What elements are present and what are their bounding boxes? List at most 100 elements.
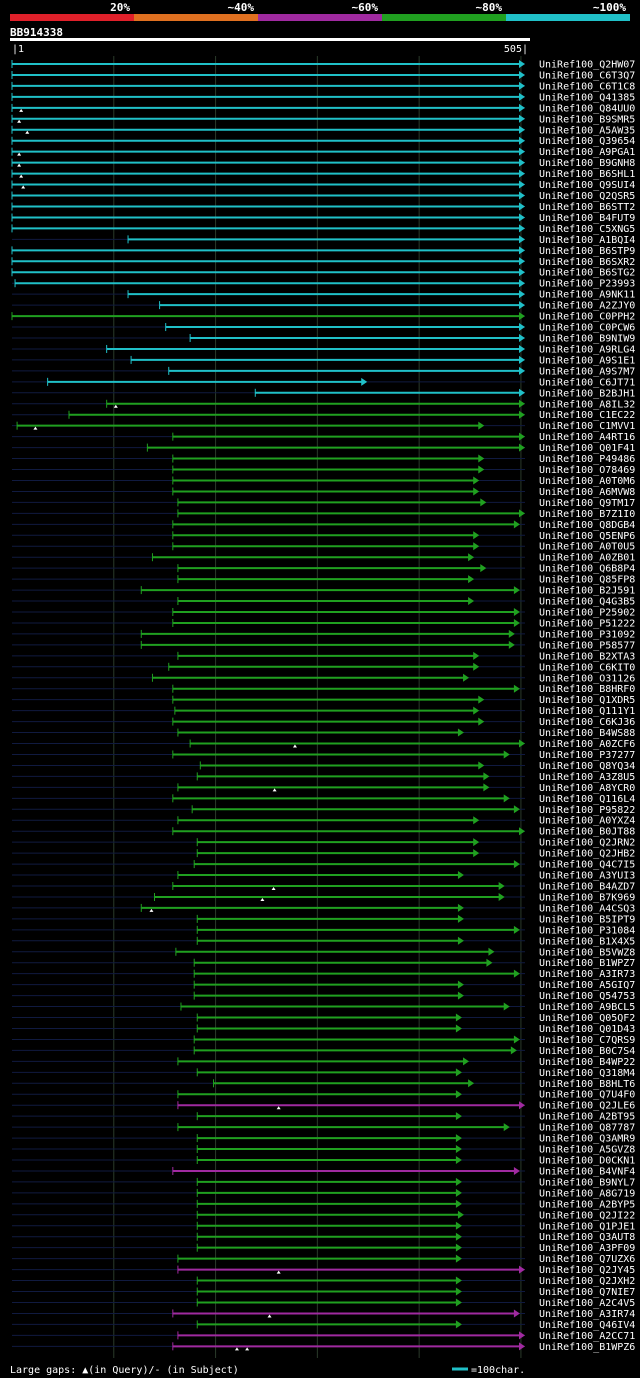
- hit-row[interactable]: UniRef100_P31084: [12, 925, 635, 936]
- hit-row[interactable]: UniRef100_A4RT16: [12, 432, 635, 443]
- hit-label[interactable]: UniRef100_B9NYL7: [539, 1177, 635, 1188]
- hit-label[interactable]: UniRef100_Q8DGB4: [539, 520, 635, 531]
- hit-row[interactable]: UniRef100_P37277: [12, 750, 635, 761]
- hit-row[interactable]: UniRef100_A9PGA1: [11, 147, 635, 158]
- hit-label[interactable]: UniRef100_B9SMR5: [539, 114, 635, 125]
- hit-label[interactable]: UniRef100_Q46IV4: [539, 1320, 635, 1331]
- hit-label[interactable]: UniRef100_P49486: [539, 454, 635, 465]
- hit-row[interactable]: UniRef100_A0T0M6: [12, 476, 635, 487]
- hit-label[interactable]: UniRef100_P37277: [539, 750, 635, 761]
- hit-label[interactable]: UniRef100_A3Z8U5: [539, 772, 635, 783]
- hit-row[interactable]: UniRef100_A3Z8U5: [12, 772, 635, 783]
- hit-row[interactable]: UniRef100_A3PF09: [12, 1243, 635, 1254]
- hit-label[interactable]: UniRef100_A2CC71: [539, 1331, 635, 1342]
- hit-row[interactable]: UniRef100_B8HRF0: [12, 684, 635, 695]
- hit-label[interactable]: UniRef100_A4RT16: [539, 432, 635, 443]
- hit-label[interactable]: UniRef100_P31092: [539, 629, 635, 640]
- hit-row[interactable]: UniRef100_Q05QF2: [12, 1013, 635, 1024]
- hit-row[interactable]: UniRef100_Q2HW07: [11, 60, 635, 71]
- hit-label[interactable]: UniRef100_A3PF09: [539, 1243, 635, 1254]
- hit-label[interactable]: UniRef100_D0CKN1: [539, 1156, 635, 1167]
- hit-label[interactable]: UniRef100_A2C4V5: [539, 1298, 635, 1309]
- hit-row[interactable]: UniRef100_Q7U4F0: [12, 1090, 635, 1101]
- hit-label[interactable]: UniRef100_A4CSQ3: [539, 903, 635, 914]
- hit-row[interactable]: UniRef100_Q01D43: [12, 1024, 635, 1035]
- hit-row[interactable]: UniRef100_A5GVZ8: [12, 1145, 635, 1156]
- hit-label[interactable]: UniRef100_Q4G3B5: [539, 597, 635, 608]
- hit-row[interactable]: UniRef100_B6SXR2: [11, 257, 635, 268]
- hit-label[interactable]: UniRef100_B6SXR2: [539, 257, 635, 268]
- hit-label[interactable]: UniRef100_A5GIQ7: [539, 980, 635, 991]
- hit-row[interactable]: UniRef100_A2BT95: [12, 1112, 635, 1123]
- hit-label[interactable]: UniRef100_B0C7S4: [539, 1046, 635, 1057]
- hit-row[interactable]: UniRef100_Q2JHB2: [12, 849, 635, 860]
- hit-label[interactable]: UniRef100_A0T0M6: [539, 476, 635, 487]
- hit-row[interactable]: UniRef100_O31126: [12, 673, 635, 684]
- hit-label[interactable]: UniRef100_A0ZB01: [539, 553, 635, 564]
- hit-row[interactable]: UniRef100_B6SHL1: [11, 169, 635, 180]
- hit-label[interactable]: UniRef100_A2BT95: [539, 1112, 635, 1123]
- hit-label[interactable]: UniRef100_P23993: [539, 279, 635, 290]
- hit-row[interactable]: UniRef100_Q39654: [11, 136, 635, 147]
- hit-row[interactable]: UniRef100_C6KIT0: [12, 662, 635, 673]
- hit-row[interactable]: UniRef100_Q2JXH2: [12, 1276, 635, 1287]
- hit-label[interactable]: UniRef100_A0YXZ4: [539, 816, 635, 827]
- hit-label[interactable]: UniRef100_B8HRF0: [539, 684, 635, 695]
- hit-label[interactable]: UniRef100_A0ZCF6: [539, 739, 635, 750]
- hit-row[interactable]: UniRef100_C5XNG5: [11, 224, 635, 235]
- hit-row[interactable]: UniRef100_Q54753: [12, 991, 635, 1002]
- hit-label[interactable]: UniRef100_C0PPH2: [539, 312, 635, 323]
- hit-row[interactable]: UniRef100_B2J591: [12, 586, 635, 597]
- hit-label[interactable]: UniRef100_Q4C7I5: [539, 860, 635, 871]
- hit-row[interactable]: UniRef100_B4VNF4: [12, 1166, 635, 1177]
- hit-row[interactable]: UniRef100_B4AZD7: [12, 882, 635, 893]
- hit-label[interactable]: UniRef100_B4WP22: [539, 1057, 635, 1068]
- hit-label[interactable]: UniRef100_C6T1C8: [539, 81, 635, 92]
- hit-label[interactable]: UniRef100_A9BCL5: [539, 1002, 635, 1013]
- hit-row[interactable]: UniRef100_A8IL32: [12, 399, 635, 410]
- hit-row[interactable]: UniRef100_A5AW35: [11, 125, 635, 136]
- hit-label[interactable]: UniRef100_C6KJ36: [539, 717, 635, 728]
- hit-row[interactable]: UniRef100_Q2JI22: [12, 1210, 635, 1221]
- hit-row[interactable]: UniRef100_B4WS88: [12, 728, 635, 739]
- hit-row[interactable]: UniRef100_Q9TM17: [12, 498, 635, 509]
- hit-label[interactable]: UniRef100_Q05QF2: [539, 1013, 635, 1024]
- hit-label[interactable]: UniRef100_B5IPT9: [539, 914, 635, 925]
- hit-row[interactable]: UniRef100_Q3AUT8: [12, 1232, 635, 1243]
- hit-label[interactable]: UniRef100_Q9SUI4: [539, 180, 635, 191]
- hit-row[interactable]: UniRef100_B2BJH1: [12, 388, 635, 399]
- hit-row[interactable]: UniRef100_C6JT71: [12, 377, 635, 388]
- hit-label[interactable]: UniRef100_P58577: [539, 640, 635, 651]
- hit-label[interactable]: UniRef100_B2XTA3: [539, 651, 635, 662]
- hit-label[interactable]: UniRef100_Q2QSR5: [539, 191, 635, 202]
- hit-label[interactable]: UniRef100_B7Z1I0: [539, 509, 635, 520]
- hit-label[interactable]: UniRef100_B4AZD7: [539, 882, 635, 893]
- hit-row[interactable]: UniRef100_B8HLT6: [12, 1079, 635, 1090]
- hit-label[interactable]: UniRef100_A9PGA1: [539, 147, 635, 158]
- hit-label[interactable]: UniRef100_O78469: [539, 465, 635, 476]
- hit-label[interactable]: UniRef100_P95822: [539, 805, 635, 816]
- hit-label[interactable]: UniRef100_Q84UU0: [539, 103, 635, 114]
- hit-row[interactable]: UniRef100_P95822: [12, 805, 635, 816]
- hit-label[interactable]: UniRef100_B4FUT9: [539, 213, 635, 224]
- hit-label[interactable]: UniRef100_A0T0U5: [539, 542, 635, 553]
- hit-row[interactable]: UniRef100_B9SMR5: [11, 114, 635, 125]
- hit-label[interactable]: UniRef100_Q01F41: [539, 443, 635, 454]
- hit-label[interactable]: UniRef100_C6T3Q7: [539, 70, 635, 81]
- hit-row[interactable]: UniRef100_P23993: [12, 279, 635, 290]
- hit-row[interactable]: UniRef100_Q01F41: [12, 443, 635, 454]
- hit-row[interactable]: UniRef100_C6T3Q7: [11, 70, 635, 81]
- hit-row[interactable]: UniRef100_O78469: [12, 465, 635, 476]
- hit-label[interactable]: UniRef100_Q2JY45: [539, 1265, 635, 1276]
- hit-label[interactable]: UniRef100_O31126: [539, 673, 635, 684]
- hit-label[interactable]: UniRef100_Q8YQ34: [539, 761, 635, 772]
- hit-label[interactable]: UniRef100_B4WS88: [539, 728, 635, 739]
- hit-row[interactable]: UniRef100_C0PPH2: [11, 312, 635, 323]
- hit-row[interactable]: UniRef100_B1WPZ6: [12, 1342, 635, 1353]
- hit-label[interactable]: UniRef100_Q2JXH2: [539, 1276, 635, 1287]
- hit-label[interactable]: UniRef100_Q2JHB2: [539, 849, 635, 860]
- hit-row[interactable]: UniRef100_Q2JRN2: [12, 838, 635, 849]
- hit-label[interactable]: UniRef100_C6JT71: [539, 377, 635, 388]
- hit-label[interactable]: UniRef100_B8HLT6: [539, 1079, 635, 1090]
- hit-row[interactable]: UniRef100_B0C7S4: [12, 1046, 635, 1057]
